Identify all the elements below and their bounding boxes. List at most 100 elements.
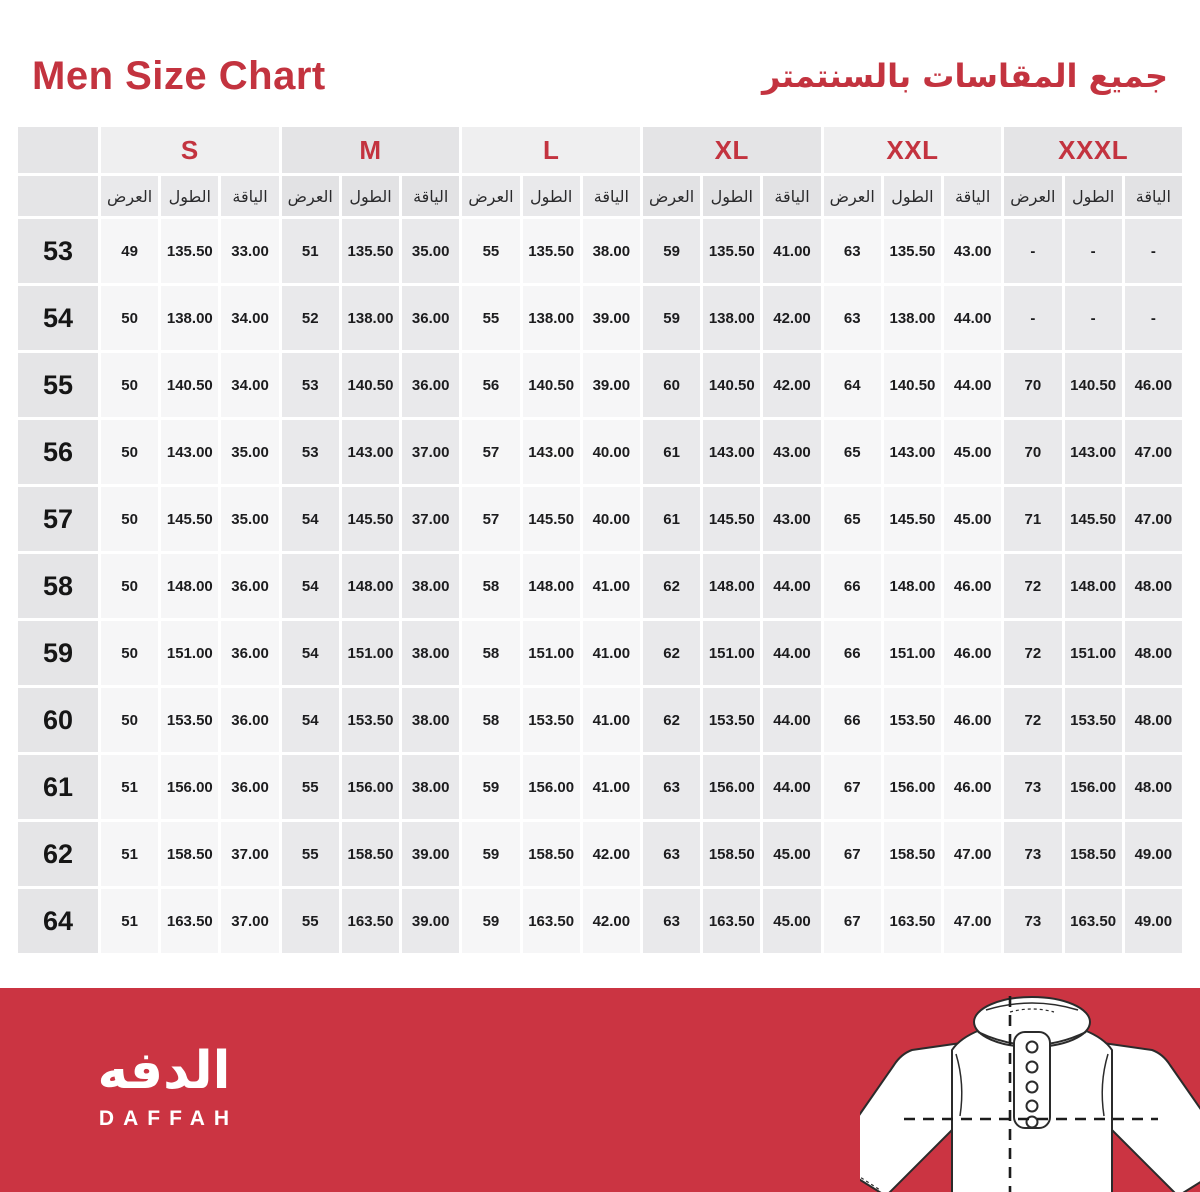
size-cell-length: 153.50 (883, 688, 942, 752)
size-cell-length: 158.50 (341, 822, 400, 886)
size-cell-collar: 44.00 (763, 621, 821, 685)
size-cell-collar: 35.00 (221, 487, 279, 551)
measure-header-length-xxxl: الطول (1064, 176, 1122, 216)
size-cell-width: 52 (281, 286, 339, 350)
table-row: 57 50 145.50 35.00 54 145.50 37.00 57 145.50 40.0… (18, 487, 1182, 551)
size-cell-length: 158.50 (161, 822, 219, 886)
size-cell-length: 153.50 (341, 688, 400, 752)
size-cell-width: 64 (823, 353, 881, 417)
size-cell-length: 143.00 (522, 420, 580, 484)
size-cell-width: 59 (462, 822, 520, 886)
size-cell-width: 59 (642, 219, 701, 283)
size-cell-length: 140.50 (161, 353, 219, 417)
size-cell-width: 50 (101, 353, 159, 417)
table-row: 56 50 143.00 35.00 53 143.00 37.00 57 143.00 40.0… (18, 420, 1182, 484)
size-cell-length: 143.00 (161, 420, 219, 484)
row-size-label: 56 (18, 420, 98, 484)
table-row: 60 50 153.50 36.00 54 153.50 38.00 58 153.50 41.0… (18, 688, 1182, 752)
measure-header-width-xxxl: العرض (1004, 176, 1062, 216)
size-cell-collar: 39.00 (582, 286, 640, 350)
corner-cell (18, 176, 98, 216)
size-cell-collar: 49.00 (1124, 889, 1182, 953)
size-cell-collar: 37.00 (402, 487, 460, 551)
size-cell-width: 51 (281, 219, 339, 283)
measure-header-collar-xxxl: الياقة (1124, 176, 1182, 216)
size-cell-width: 65 (823, 487, 881, 551)
size-cell-collar: 41.00 (582, 755, 640, 819)
size-cell-collar: - (1124, 286, 1182, 350)
size-cell-collar: 46.00 (944, 688, 1002, 752)
size-cell-collar: - (1124, 219, 1182, 283)
size-cell-collar: 49.00 (1124, 822, 1182, 886)
size-cell-collar: 47.00 (944, 889, 1002, 953)
measure-header-length-m: الطول (341, 176, 400, 216)
brand-footer: الدفه DAFFAH (0, 988, 1200, 1192)
size-cell-length: 140.50 (883, 353, 942, 417)
size-cell-length: 153.50 (161, 688, 219, 752)
measure-header-collar-m: الياقة (402, 176, 460, 216)
size-cell-length: 148.00 (1064, 554, 1122, 618)
size-cell-length: 148.00 (522, 554, 580, 618)
size-cell-collar: 35.00 (402, 219, 460, 283)
table-row: 64 51 163.50 37.00 55 163.50 39.00 59 163.50 42.0… (18, 889, 1182, 953)
size-cell-width: 67 (823, 755, 881, 819)
corner-cell (18, 127, 98, 173)
size-cell-length: 163.50 (883, 889, 942, 953)
size-cell-length: 151.00 (522, 621, 580, 685)
size-table-body: 53 49 135.50 33.00 51 135.50 35.00 55 135.50 38.0… (18, 219, 1182, 953)
table-row: 55 50 140.50 34.00 53 140.50 36.00 56 140.50 39.0… (18, 353, 1182, 417)
measure-header-length-xl: الطول (703, 176, 761, 216)
size-cell-collar: 43.00 (763, 420, 821, 484)
page-subtitle-arabic: جميع المقاسات بالسنتمتر (762, 57, 1168, 95)
size-cell-collar: 42.00 (763, 353, 821, 417)
size-cell-collar: 37.00 (221, 889, 279, 953)
measure-header-collar-xl: الياقة (763, 176, 821, 216)
size-cell-width: 73 (1004, 755, 1062, 819)
size-cell-length: 140.50 (341, 353, 400, 417)
table-row: 53 49 135.50 33.00 51 135.50 35.00 55 135.50 38.0… (18, 219, 1182, 283)
size-cell-width: 50 (101, 286, 159, 350)
table-row: 59 50 151.00 36.00 54 151.00 38.00 58 151.00 41.0… (18, 621, 1182, 685)
size-cell-length: 135.50 (883, 219, 942, 283)
size-cell-length: 145.50 (341, 487, 400, 551)
size-cell-length: 135.50 (522, 219, 580, 283)
size-cell-length: 151.00 (341, 621, 400, 685)
size-cell-length: 153.50 (1064, 688, 1122, 752)
size-cell-length: 153.50 (522, 688, 580, 752)
size-cell-length: 140.50 (703, 353, 761, 417)
size-cell-collar: 42.00 (763, 286, 821, 350)
size-cell-width: 62 (642, 688, 701, 752)
row-size-label: 64 (18, 889, 98, 953)
size-cell-width: 53 (281, 420, 339, 484)
size-cell-width: 66 (823, 621, 881, 685)
size-cell-length: 145.50 (1064, 487, 1122, 551)
size-cell-length: 156.00 (883, 755, 942, 819)
size-cell-length: 148.00 (703, 554, 761, 618)
size-cell-width: 70 (1004, 353, 1062, 417)
size-cell-width: 63 (642, 889, 701, 953)
size-cell-length: 140.50 (1064, 353, 1122, 417)
size-table-container: S M L XL XXL XXXL العرض الطول الياقة العرض الطول ال… (15, 124, 1185, 956)
size-cell-collar: 46.00 (1124, 353, 1182, 417)
size-cell-width: 50 (101, 420, 159, 484)
thobe-illustration-icon (860, 996, 1200, 1192)
size-cell-width: 57 (462, 420, 520, 484)
measure-header-width-m: العرض (281, 176, 339, 216)
size-cell-length: 138.00 (703, 286, 761, 350)
size-cell-width: - (1004, 219, 1062, 283)
size-cell-length: 143.00 (341, 420, 400, 484)
row-size-label: 60 (18, 688, 98, 752)
size-cell-width: 58 (462, 554, 520, 618)
size-cell-width: 59 (462, 755, 520, 819)
size-cell-collar: 43.00 (763, 487, 821, 551)
size-cell-width: 53 (281, 353, 339, 417)
size-cell-width: 55 (281, 889, 339, 953)
size-group-header-xxl: XXL (823, 127, 1002, 173)
size-cell-length: 163.50 (1064, 889, 1122, 953)
size-cell-length: 151.00 (883, 621, 942, 685)
size-cell-length: 145.50 (883, 487, 942, 551)
page-title: Men Size Chart (32, 53, 326, 98)
row-size-label: 54 (18, 286, 98, 350)
size-cell-width: 63 (642, 755, 701, 819)
size-cell-collar: 48.00 (1124, 688, 1182, 752)
